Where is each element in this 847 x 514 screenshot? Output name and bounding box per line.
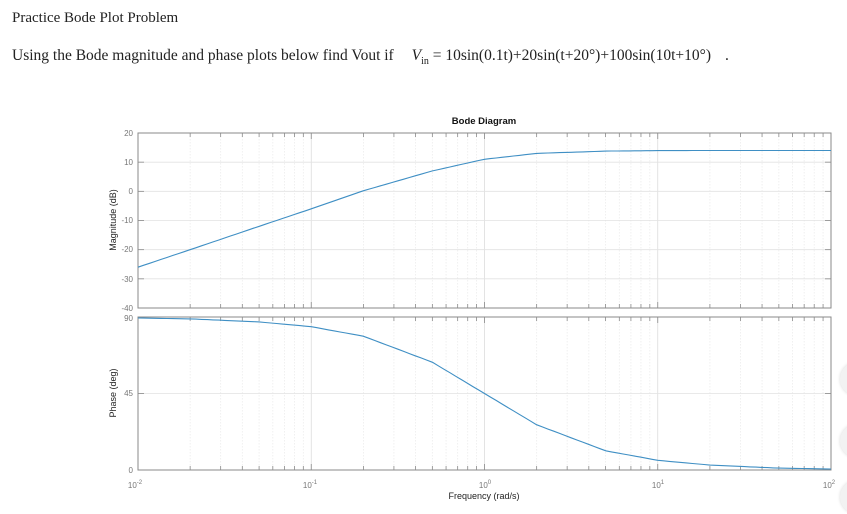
vin-rhs: = 10sin(0.1t)+20sin(t+20°)+100sin(10t+10…	[432, 47, 711, 64]
magnitude-y-axis-label: Magnitude (dB)	[108, 189, 118, 251]
phase-tick-label: 90	[124, 314, 133, 323]
mag-tick-label: 0	[129, 187, 134, 196]
x-tick-label: 101	[652, 480, 665, 490]
side-floating-button[interactable]	[840, 480, 847, 514]
phase-y-ticks: 90 45 0	[124, 314, 133, 475]
side-floating-button[interactable]	[840, 424, 847, 458]
magnitude-axes-frame	[137, 132, 832, 309]
mag-tick-label: 10	[124, 158, 133, 167]
x-tick-labels: 10-2 10-1 100 101 102	[128, 480, 836, 490]
chart-title: Bode Diagram	[452, 116, 516, 127]
phase-tick-label: 0	[129, 466, 134, 475]
page-title: Practice Bode Plot Problem	[12, 10, 179, 26]
equation-terminator: .	[724, 47, 729, 64]
x-axis-label: Frequency (rad/s)	[448, 491, 519, 501]
question-prompt: Using the Bode magnitude and phase plots…	[12, 47, 394, 64]
question-text: Using the Bode magnitude and phase plots…	[12, 47, 729, 67]
phase-grid	[138, 317, 831, 470]
magnitude-curve	[137, 149, 831, 268]
x-tick-label: 10-1	[303, 480, 318, 490]
phase-axes-frame	[137, 316, 832, 471]
mag-tick-label: -10	[121, 216, 133, 225]
phase-tick-label: 45	[124, 389, 133, 398]
magnitude-grid	[138, 133, 831, 308]
phase-y-axis-label: Phase (deg)	[108, 368, 118, 417]
vin-equation: Vin = 10sin(0.1t)+20sin(t+20°)+100sin(10…	[411, 47, 711, 68]
x-tick-label: 10-2	[128, 480, 143, 490]
phase-curve	[137, 317, 832, 470]
mag-tick-label: -20	[121, 245, 133, 254]
magnitude-y-ticks: 20 10 0 -10 -20 -30 -40	[121, 129, 133, 313]
mag-tick-label: -40	[121, 304, 133, 313]
mag-tick-label: -30	[121, 275, 133, 284]
mag-tick-label: 20	[124, 129, 133, 138]
side-floating-button[interactable]	[840, 362, 847, 396]
x-tick-label: 102	[823, 480, 836, 490]
x-tick-label: 100	[479, 480, 492, 490]
vin-var: V	[411, 47, 422, 64]
vin-subscript: in	[421, 56, 429, 68]
